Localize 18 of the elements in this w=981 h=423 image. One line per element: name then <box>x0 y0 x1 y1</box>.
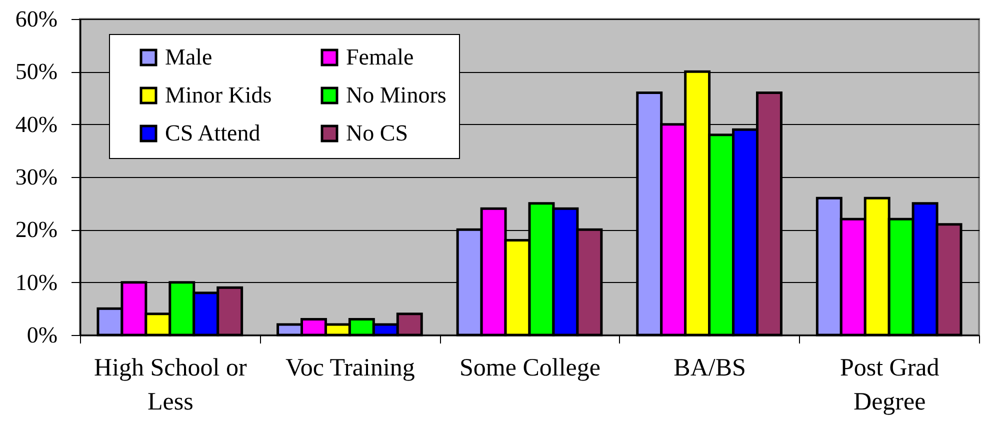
y-tick-label: 60% <box>15 6 58 32</box>
legend-label: Minor Kids <box>165 82 272 108</box>
legend-label: Female <box>346 44 414 70</box>
legend-label: Male <box>165 44 212 70</box>
x-tick-label: BA/BS <box>674 354 746 382</box>
y-tick-label: 40% <box>15 112 58 137</box>
x-tick-label: High School or Less <box>94 354 248 416</box>
legend-label: No CS <box>346 120 408 146</box>
y-tick-label: 10% <box>15 270 58 295</box>
y-tick-label: 0% <box>26 322 58 348</box>
legend-label: No Minors <box>346 82 446 108</box>
x-tick-label: Voc Training <box>285 354 416 382</box>
y-tick-label: 30% <box>15 164 58 190</box>
x-tick-label: Some College <box>460 354 600 382</box>
legend-label: CS Attend <box>165 120 261 146</box>
y-tick-label: 20% <box>15 217 58 242</box>
y-tick-label: 50% <box>15 59 58 84</box>
x-tick-label: Post Grad Degree <box>840 354 940 416</box>
